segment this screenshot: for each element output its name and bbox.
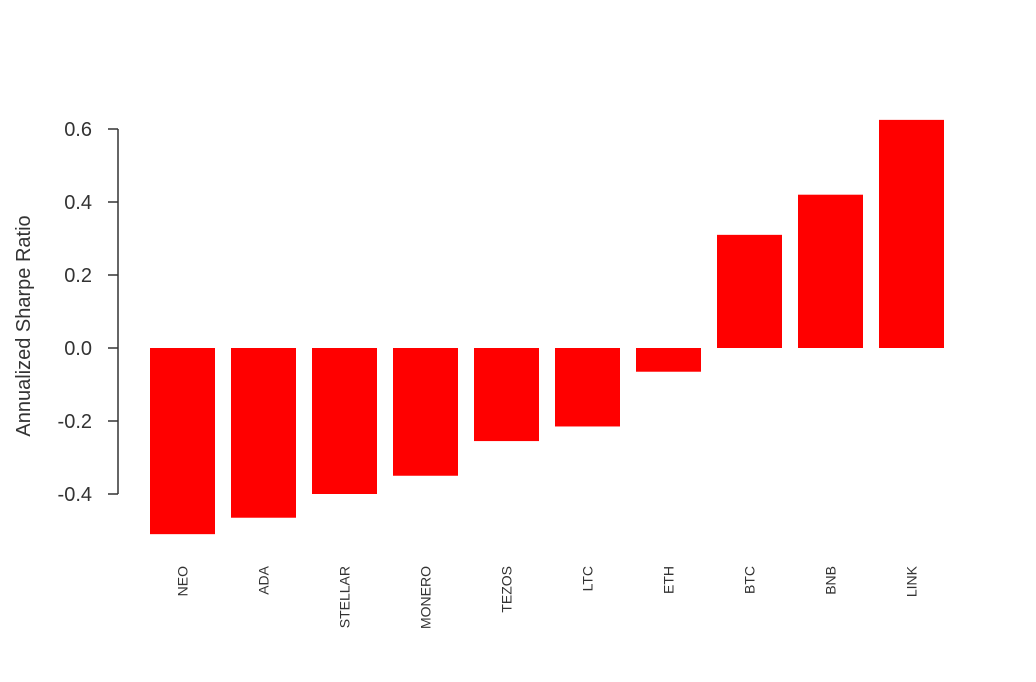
y-tick-label: -0.4 [58, 484, 92, 506]
bar-monero [393, 348, 458, 476]
bar-eth [636, 348, 701, 372]
x-tick-labels: NEO ADA STELLAR MONERO TEZOS LTC ETH BTC BNB LINK [175, 565, 920, 629]
y-axis-label: Annualized Sharpe Ratio [13, 215, 35, 436]
bar-link [879, 119, 944, 348]
bar-ada [231, 348, 296, 518]
bar-neo [150, 348, 215, 535]
y-tick-label: 0.4 [64, 192, 92, 214]
x-tick-label: BNB [823, 566, 839, 595]
bar-tezos [474, 348, 539, 442]
bar-stellar [312, 348, 377, 494]
bar-bnb [798, 194, 863, 348]
x-tick-label: TEZOS [499, 566, 515, 613]
y-tick-label: 0.2 [64, 265, 92, 287]
bar-ltc [555, 348, 620, 427]
x-tick-label: BTC [742, 566, 758, 594]
bar-btc [717, 234, 782, 348]
y-axis: -0.4 -0.2 0.0 0.2 0.4 0.6 [58, 119, 119, 506]
bars [150, 119, 944, 535]
y-tick-label: 0.0 [64, 338, 92, 360]
x-tick-label: NEO [175, 566, 191, 596]
x-tick-label: ETH [661, 566, 677, 594]
x-tick-label: STELLAR [337, 566, 353, 628]
x-tick-label: ADA [256, 565, 272, 594]
y-tick-label: -0.2 [58, 411, 92, 433]
x-tick-label: LINK [904, 565, 920, 597]
x-tick-label: LTC [580, 566, 596, 591]
y-tick-label: 0.6 [64, 119, 92, 141]
x-tick-label: MONERO [418, 566, 434, 629]
